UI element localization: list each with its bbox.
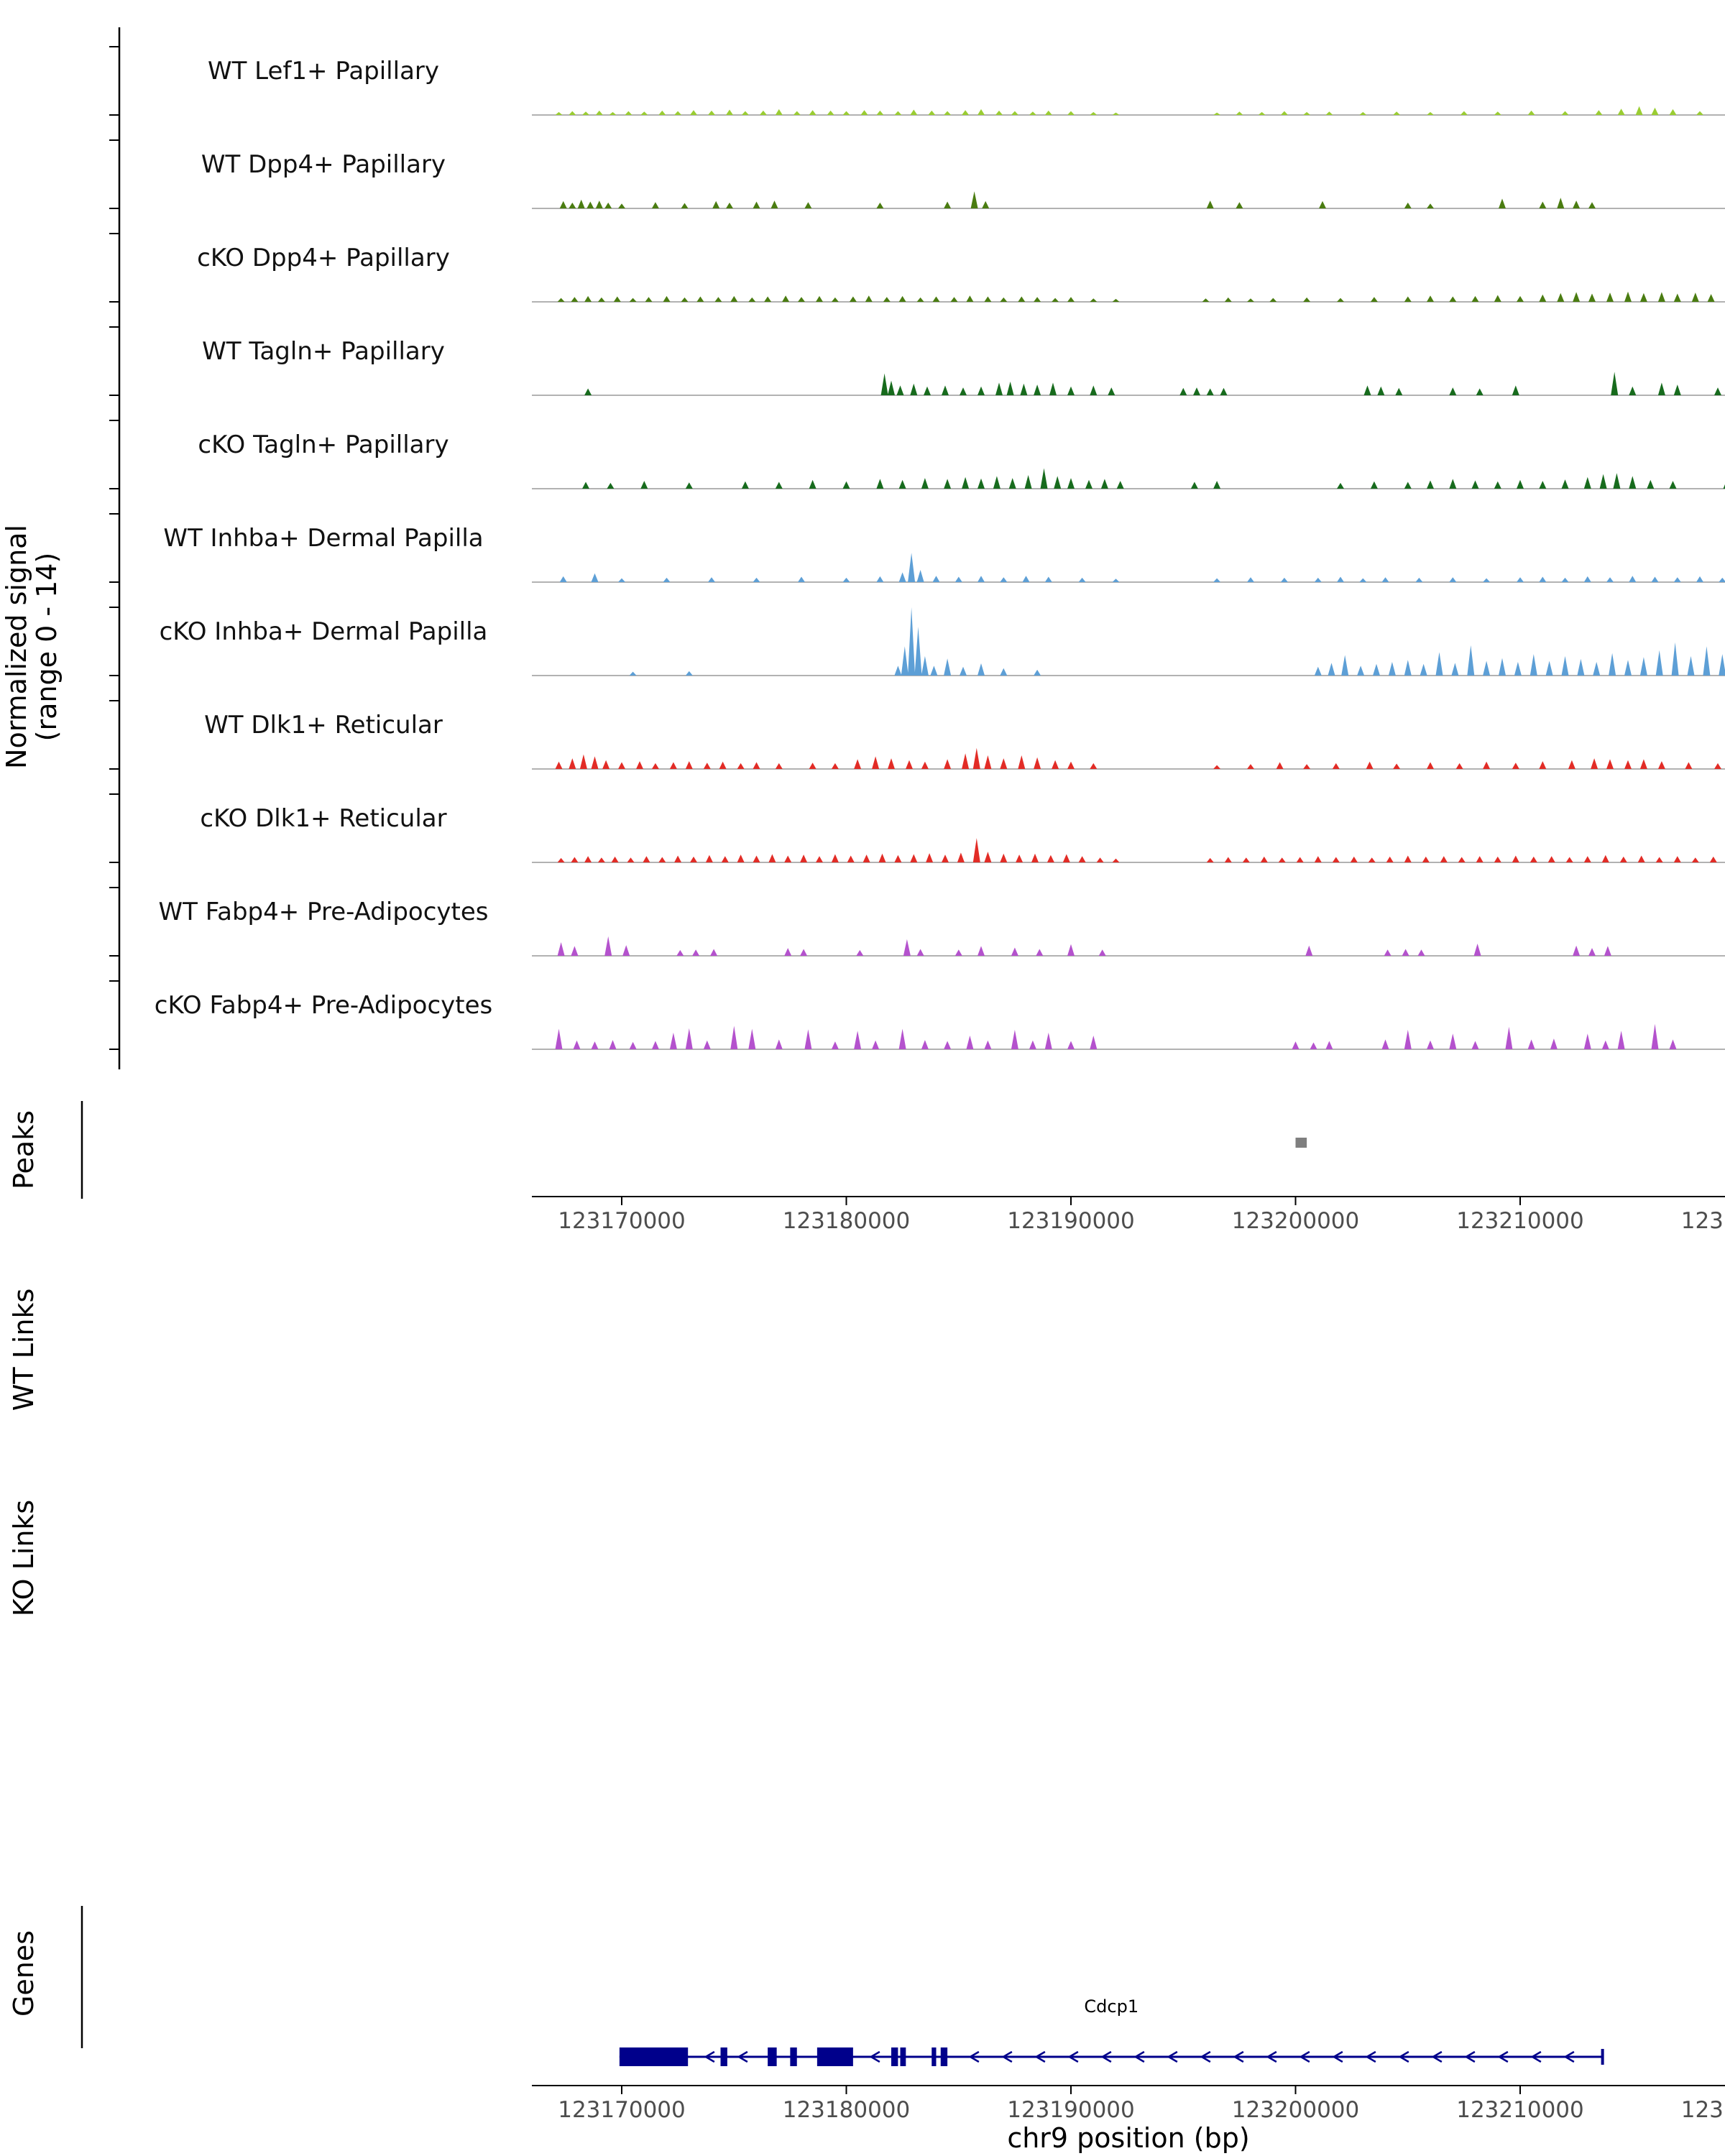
strand-arrow-icon	[704, 2050, 715, 2063]
ko-links-section-label: KO Links	[8, 1500, 40, 1616]
coverage-signal	[559, 191, 1596, 208]
gene-exon	[619, 2047, 689, 2066]
x-tick-label: 123190000	[1007, 2097, 1135, 2123]
coverage-signal	[557, 291, 1715, 302]
strand-arrow-icon	[1266, 2050, 1277, 2063]
track-label: WT Inhba+ Dermal Papilla	[163, 524, 483, 553]
strand-arrow-icon	[1365, 2050, 1376, 2063]
strand-arrow-icon	[1299, 2050, 1310, 2063]
track-label: cKO Dlk1+ Reticular	[200, 804, 446, 833]
coverage-signal	[584, 372, 1721, 395]
track-label: cKO Dpp4+ Papillary	[197, 244, 450, 272]
strand-arrow-icon	[1034, 2050, 1046, 2063]
wt-links-section-label: WT Links	[8, 1289, 40, 1411]
gene-models-layer: Cdcp1	[619, 1996, 1604, 2066]
coverage-track: cKO Fabp4+ Pre-Adipocytes	[155, 991, 1725, 1050]
strand-arrow-icon	[1001, 2050, 1013, 2063]
x-tick-label: 123200000	[1232, 1208, 1360, 1234]
peaks-layer	[1295, 1138, 1307, 1148]
gene-exon	[790, 2047, 797, 2066]
strand-arrow-icon	[1133, 2050, 1145, 2063]
coverage-track: WT Dpp4+ Papillary	[201, 150, 1725, 209]
x-tick-label: 123170000	[558, 1208, 686, 1234]
x-axis-title: chr9 position (bp)	[1007, 2122, 1249, 2154]
gene-exon	[891, 2047, 898, 2066]
track-label: WT Dpp4+ Papillary	[201, 150, 446, 179]
coverage-signal	[557, 936, 1611, 956]
strand-arrow-icon	[1431, 2050, 1443, 2063]
x-tick-label: 123210000	[1456, 1208, 1584, 1234]
strand-arrow-icon	[1398, 2050, 1409, 2063]
strand-arrow-icon	[1563, 2050, 1575, 2063]
coverage-track: WT Inhba+ Dermal Papilla	[163, 524, 1725, 583]
coverage-track: WT Tagln+ Papillary	[202, 337, 1725, 396]
signal-y-axis-ticks	[109, 46, 119, 1050]
track-label: cKO Inhba+ Dermal Papilla	[160, 617, 488, 646]
coverage-track: cKO Inhba+ Dermal Papilla	[160, 607, 1725, 676]
coverage-signal	[555, 1023, 1677, 1049]
gene-exon	[768, 2047, 777, 2066]
coverage-signal	[555, 106, 1703, 115]
peak-region	[1295, 1138, 1307, 1148]
coverage-track: WT Dlk1+ Reticular	[204, 711, 1725, 770]
strand-arrow-icon	[1100, 2050, 1112, 2063]
peaks-section-label: Peaks	[8, 1110, 40, 1189]
x-tick-label: 123180000	[783, 1208, 911, 1234]
track-label: cKO Tagln+ Papillary	[198, 430, 448, 459]
gene-end-marker	[1601, 2049, 1604, 2065]
coverage-signal	[629, 607, 1725, 676]
strand-arrow-icon	[1067, 2050, 1079, 2063]
x-axis-bottom: 123170000 123180000 123190000 123200000 1232…	[532, 2085, 1725, 2123]
gene-exon	[940, 2047, 948, 2066]
coverage-signal	[559, 553, 1725, 582]
x-tick-label: 123200000	[1232, 2097, 1360, 2123]
coverage-track: WT Fabp4+ Pre-Adipocytes	[159, 898, 1725, 957]
track-label: WT Dlk1+ Reticular	[204, 711, 443, 740]
strand-arrow-icon	[968, 2050, 980, 2063]
strand-arrow-icon	[1200, 2050, 1211, 2063]
coverage-track: cKO Dpp4+ Papillary	[197, 244, 1725, 303]
x-axis-top: 123170000 123180000 123190000 123200000 1232…	[532, 1196, 1725, 1234]
gene-exon	[816, 2047, 853, 2066]
track-label: WT Fabp4+ Pre-Adipocytes	[159, 898, 489, 926]
strand-arrow-icon	[1332, 2050, 1343, 2063]
x-tick-label: 123220000	[1681, 2097, 1725, 2123]
coverage-track: WT Lef1+ Papillary	[208, 57, 1725, 116]
track-label: WT Lef1+ Papillary	[208, 57, 439, 86]
y-axis-title-line1: Normalized signal	[1, 525, 32, 769]
x-tick-label: 123180000	[783, 2097, 911, 2123]
x-tick-label: 123220000	[1681, 1208, 1725, 1234]
genes-section-label: Genes	[8, 1930, 40, 2017]
gene-label: Cdcp1	[1084, 1996, 1138, 2017]
strand-arrow-icon	[737, 2050, 748, 2063]
y-axis-title-line2: (range 0 - 14)	[31, 553, 63, 742]
strand-arrow-icon	[869, 2050, 880, 2063]
gene-exon	[900, 2047, 906, 2066]
strand-arrow-icon	[1464, 2050, 1476, 2063]
track-label: WT Tagln+ Papillary	[202, 337, 445, 366]
gene-exon	[932, 2047, 937, 2066]
coverage-signal	[555, 747, 1721, 769]
coverage-tracks-layer: WT Lef1+ Papillary WT Dpp4+ Papillary cKO …	[155, 57, 1725, 1050]
coverage-track: cKO Dlk1+ Reticular	[200, 804, 1725, 863]
x-tick-label: 123190000	[1007, 1208, 1135, 1234]
track-label: cKO Fabp4+ Pre-Adipocytes	[155, 991, 493, 1020]
strand-arrow-icon	[1497, 2050, 1509, 2063]
gene-exon	[720, 2047, 727, 2066]
strand-arrow-icon	[1233, 2050, 1244, 2063]
x-tick-label: 123210000	[1456, 2097, 1584, 2123]
gene-model: Cdcp1	[619, 1996, 1604, 2066]
strand-arrow-icon	[1167, 2050, 1178, 2063]
coverage-signal	[557, 838, 1717, 862]
x-tick-label: 123170000	[558, 2097, 686, 2123]
coverage-track: cKO Tagln+ Papillary	[198, 430, 1725, 489]
coverage-signal	[582, 468, 1725, 489]
strand-arrow-icon	[1530, 2050, 1542, 2063]
